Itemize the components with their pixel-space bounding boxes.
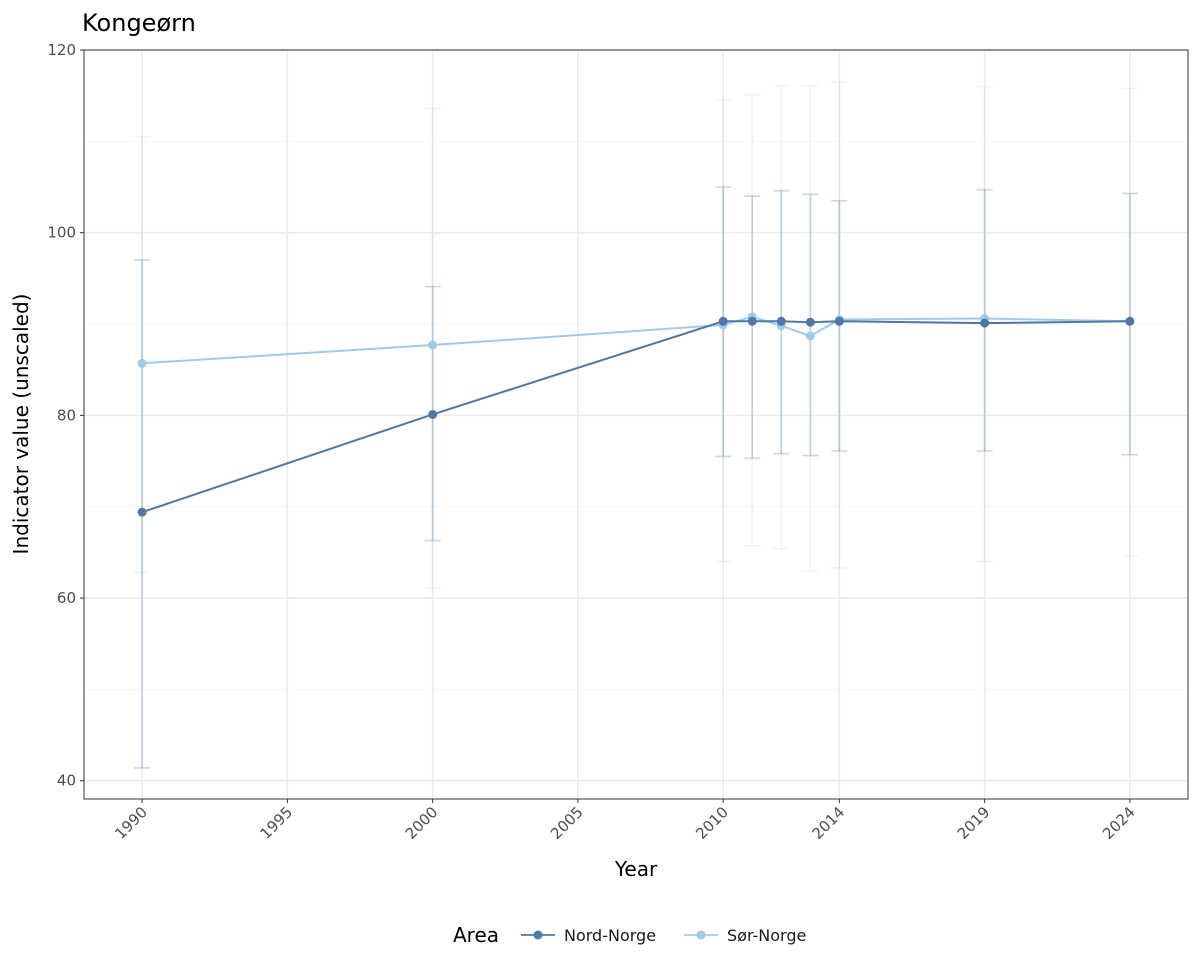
legend-key-point [533, 930, 543, 940]
data-point [805, 317, 815, 327]
y-tick-label: 80 [57, 406, 76, 424]
legend-item-sor-norge: Sør-Norge [684, 926, 806, 945]
data-point [137, 358, 147, 368]
x-tick-label: 2010 [692, 803, 732, 843]
legend-key-point [696, 930, 706, 940]
data-point [980, 318, 990, 328]
grid [84, 49, 1188, 799]
legend-title: Area [453, 923, 499, 947]
legend-label-nord-norge: Nord-Norge [564, 926, 656, 945]
x-axis: 1990 1995 2000 2005 2010 2014 2019 2024 [111, 799, 1139, 843]
x-tick-label: 2019 [954, 803, 994, 843]
data-point [1125, 316, 1135, 326]
error-bar [831, 199, 848, 452]
x-tick-label: 1995 [256, 803, 296, 843]
x-tick-label: 2014 [808, 803, 848, 843]
error-bar [134, 135, 151, 574]
data-point [776, 316, 786, 326]
data-point [428, 340, 438, 350]
x-axis-title: Year [614, 857, 658, 881]
x-tick-label: 1990 [111, 803, 151, 843]
legend-label-sor-norge: Sør-Norge [727, 926, 806, 945]
data-point [718, 316, 728, 326]
x-tick-label: 2005 [547, 803, 587, 843]
legend-item-nord-norge: Nord-Norge [521, 926, 656, 945]
y-tick-label: 120 [47, 41, 76, 59]
series-points [137, 312, 1135, 517]
y-axis: 40 60 80 100 120 [47, 41, 84, 790]
error-bar [744, 195, 761, 460]
error-bar [802, 84, 819, 572]
data-point [805, 331, 815, 341]
y-axis-title: Indicator value (unscaled) [9, 294, 33, 555]
y-tick-label: 60 [57, 589, 76, 607]
y-tick-label: 40 [57, 772, 76, 790]
data-point [428, 409, 438, 419]
x-tick-label: 2000 [402, 803, 442, 843]
x-tick-label: 2024 [1099, 803, 1139, 843]
data-point [137, 507, 147, 517]
chart-title: Kongeørn [82, 9, 196, 37]
error-bar [715, 99, 732, 563]
data-point [834, 316, 844, 326]
y-tick-label: 100 [47, 224, 76, 242]
plot-background [84, 50, 1188, 799]
data-point [747, 316, 757, 326]
plot-border [83, 49, 1189, 800]
legend: Area Nord-Norge Sør-Norge [453, 923, 806, 947]
